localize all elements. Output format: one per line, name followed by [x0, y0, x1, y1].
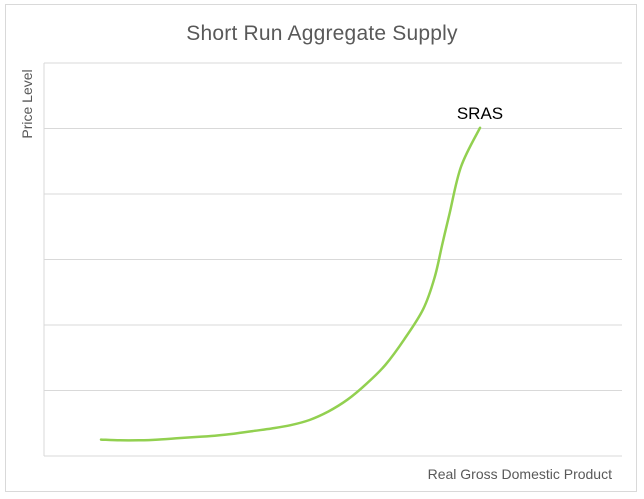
series-line-sras [99, 126, 482, 442]
y-axis-label: Price Level [19, 69, 35, 139]
x-axis-label: Real Gross Domestic Product [427, 466, 612, 482]
chart-title: Short Run Aggregate Supply [186, 22, 458, 45]
chart-frame [5, 4, 637, 492]
gridlines [44, 62, 622, 391]
series-label-sras: SRAS [457, 104, 503, 123]
